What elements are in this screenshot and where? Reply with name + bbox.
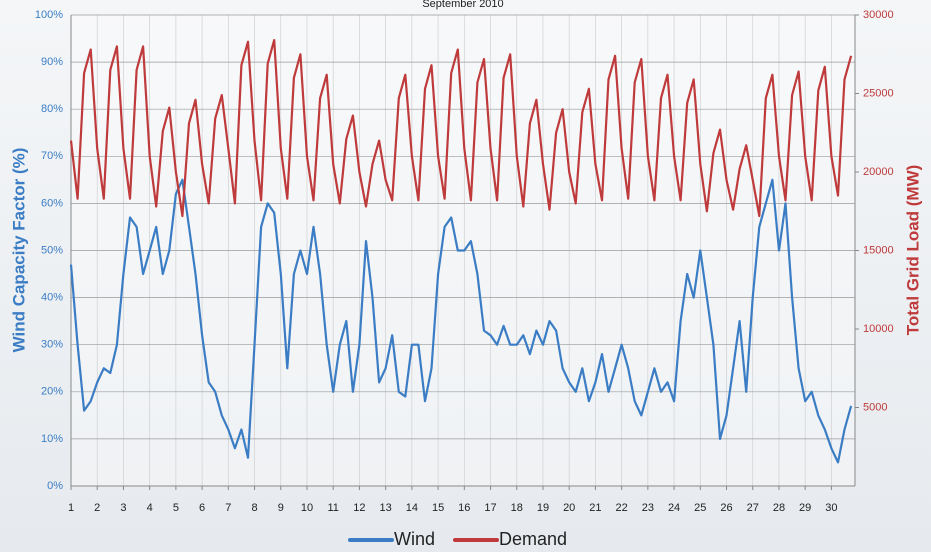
x-tick-label: 11: [327, 502, 338, 514]
y-tick-label: 10%: [41, 433, 63, 445]
x-tick-label: 8: [251, 502, 257, 514]
y2-tick-label: 15000: [863, 244, 894, 256]
y-tick-label: 50%: [41, 244, 63, 256]
x-tick-label: 15: [432, 502, 444, 514]
x-tick-label: 13: [380, 502, 392, 514]
legend-label: Wind: [394, 529, 435, 549]
y-tick-label: 60%: [41, 197, 63, 209]
y2-tick-label: 20000: [863, 166, 894, 178]
x-tick-label: 24: [668, 502, 680, 514]
x-tick-label: 3: [120, 502, 126, 514]
x-tick-label: 30: [825, 502, 837, 514]
x-tick-label: 4: [147, 502, 153, 514]
y-tick-label: 80%: [41, 103, 63, 115]
x-tick-label: 26: [720, 502, 732, 514]
x-tick-label: 22: [616, 502, 628, 514]
x-tick-label: 28: [773, 502, 785, 514]
x-tick-label: 19: [537, 502, 549, 514]
x-tick-label: 20: [563, 502, 575, 514]
y-tick-label: 40%: [41, 292, 63, 304]
legend-label: Demand: [499, 529, 567, 549]
x-tick-label: 5: [173, 502, 179, 514]
x-tick-label: 18: [511, 502, 523, 514]
x-tick-label: 17: [484, 502, 496, 514]
y2-tick-label: 5000: [863, 401, 887, 413]
y-axis-label: Wind Capacity Factor (%): [9, 148, 28, 353]
legend-item: Demand: [453, 529, 567, 549]
x-tick-label: 21: [589, 502, 601, 514]
series-line: [69, 178, 853, 464]
x-tick-label: 6: [199, 502, 205, 514]
x-tick-label: 14: [406, 502, 418, 514]
y-tick-label: 90%: [41, 56, 63, 68]
x-tick-label: 25: [694, 502, 706, 514]
y-tick-label: 20%: [41, 386, 63, 398]
y-tick-label: 30%: [41, 339, 63, 351]
legend-item: Wind: [348, 529, 435, 549]
x-tick-label: 23: [642, 502, 654, 514]
x-tick-label: 16: [458, 502, 470, 514]
y-tick-label: 70%: [41, 150, 63, 162]
x-tick-label: 1: [68, 502, 74, 514]
y2-axis-label: Total Grid Load (MW): [903, 165, 922, 336]
x-tick-label: 29: [799, 502, 811, 514]
x-tick-label: 9: [278, 502, 284, 514]
x-tick-label: 12: [353, 502, 365, 514]
y2-tick-label: 30000: [863, 9, 894, 21]
y2-tick-label: 10000: [863, 323, 894, 335]
y-tick-label: 100%: [35, 9, 63, 21]
y-tick-label: 0%: [47, 480, 63, 492]
x-tick-label: 7: [225, 502, 231, 514]
x-tick-label: 2: [94, 502, 100, 514]
series-line: [69, 39, 853, 218]
x-tick-label: 27: [747, 502, 759, 514]
y2-tick-label: 25000: [863, 87, 894, 99]
x-tick-label: 10: [301, 502, 313, 514]
chart-title: September 2010: [422, 0, 503, 10]
